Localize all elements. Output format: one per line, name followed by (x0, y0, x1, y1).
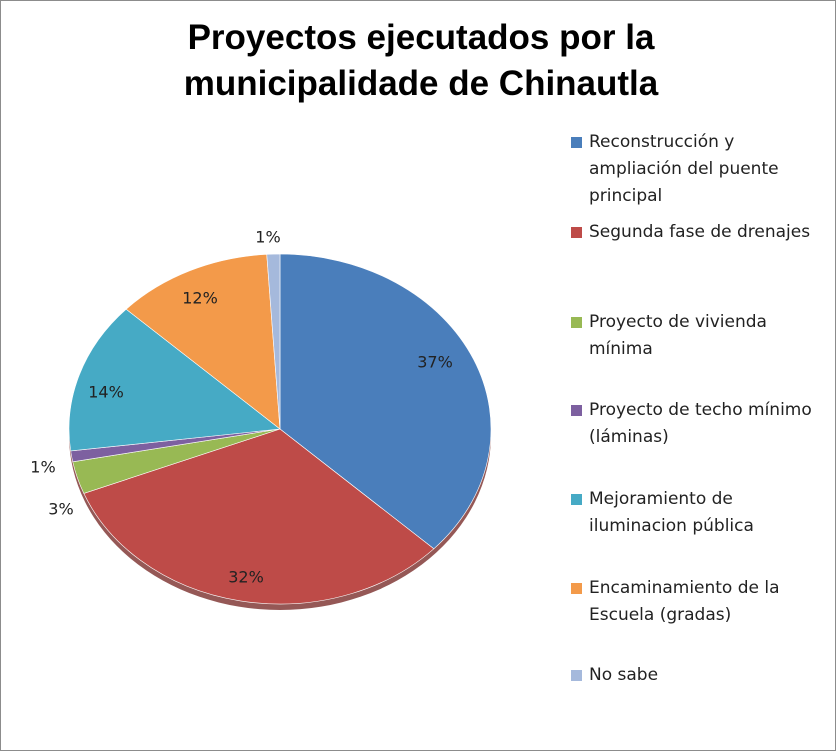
legend-swatch (571, 494, 582, 505)
chart-title: Proyectos ejecutados por la municipalida… (183, 18, 659, 103)
data-label: 1% (30, 458, 55, 477)
legend-swatch (571, 405, 582, 416)
legend-item: Encaminamiento de la Escuela (gradas) (571, 575, 821, 629)
data-label: 32% (228, 568, 264, 587)
legend-label: Encaminamiento de la Escuela (gradas) (589, 578, 780, 625)
legend-item: Proyecto de techo mínimo (láminas) (571, 397, 821, 451)
data-label: 14% (88, 383, 124, 402)
legend-label: Segunda fase de drenajes (589, 222, 811, 242)
legend-swatch (571, 317, 582, 328)
pie-area: 37% 32% 3% 1% 14% 12% 1% (30, 228, 492, 610)
legend-item: Proyecto de vivienda mínima (571, 309, 821, 363)
pie-slice (83, 428, 435, 605)
data-label: 37% (417, 353, 453, 372)
pie-slice (266, 253, 281, 430)
legend-label: Reconstrucción y ampliación del puente p… (589, 132, 779, 206)
legend-swatch (571, 583, 582, 594)
data-label: 12% (182, 289, 218, 308)
legend-label: Proyecto de techo mínimo (láminas) (589, 400, 812, 447)
pie-slice (125, 254, 281, 430)
legend-item: Segunda fase de drenajes (571, 219, 821, 246)
legend-swatch (571, 670, 582, 681)
pie-slice (68, 308, 281, 452)
legend-item: Mejoramiento de iluminacion pública (571, 486, 821, 540)
legend-label: Mejoramiento de iluminacion pública (589, 489, 754, 536)
data-label: 1% (255, 228, 280, 247)
legend-swatch (571, 227, 582, 238)
legend-swatch (571, 137, 582, 148)
legend-item: No sabe (571, 662, 821, 689)
pie-slice (279, 253, 492, 550)
legend-item: Reconstrucción y ampliación del puente p… (571, 129, 821, 210)
legend-label: Proyecto de vivienda mínima (589, 312, 767, 359)
legend-label: No sabe (589, 665, 659, 685)
data-label: 3% (48, 500, 73, 519)
